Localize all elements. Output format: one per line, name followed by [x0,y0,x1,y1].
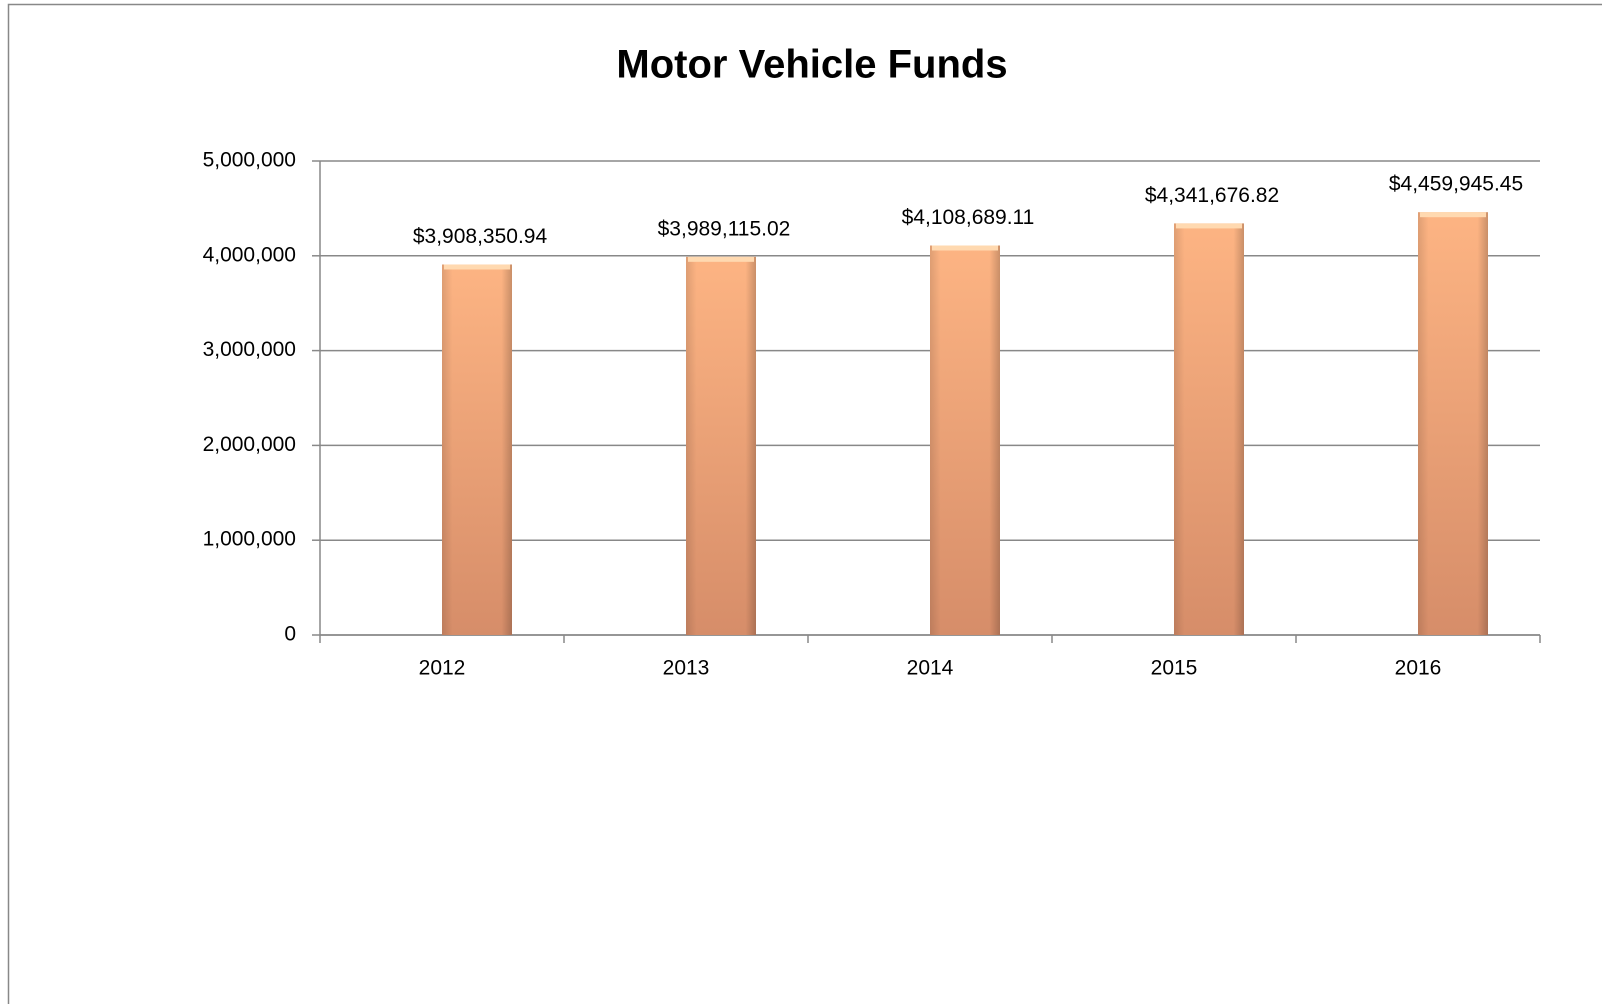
chart-frame [7,3,1602,1004]
bar-cap [1420,212,1486,218]
x-tick-label: 2016 [1395,657,1442,680]
bar-cap [1176,223,1242,229]
y-tick-label: 1,000,000 [203,528,296,551]
value-label: $3,989,115.02 [658,217,791,240]
chart-title: Motor Vehicle Funds [616,43,1007,87]
x-tick-label: 2012 [419,657,466,680]
y-tick-label: 5,000,000 [203,149,296,172]
y-tick-label: 0 [284,623,296,646]
bar-shade [686,256,756,635]
bar-shade [930,245,1000,635]
bar-cap [444,264,510,270]
x-tick-label: 2014 [907,657,954,680]
x-tick-label: 2013 [663,657,710,680]
bar-shade [1174,223,1244,635]
bar-shade [1418,212,1488,635]
bar-cap [688,256,754,262]
x-tick-label: 2015 [1151,657,1198,680]
value-label: $4,459,945.45 [1389,173,1523,196]
value-label: $3,908,350.94 [413,225,548,248]
y-tick-label: 3,000,000 [203,338,296,361]
bar-cap [932,245,998,251]
value-label: $4,341,676.82 [1145,184,1279,207]
bar-shade [442,264,512,635]
value-label: $4,108,689.11 [902,206,1035,229]
y-tick-label: 4,000,000 [203,243,296,266]
y-tick-label: 2,000,000 [203,433,296,456]
